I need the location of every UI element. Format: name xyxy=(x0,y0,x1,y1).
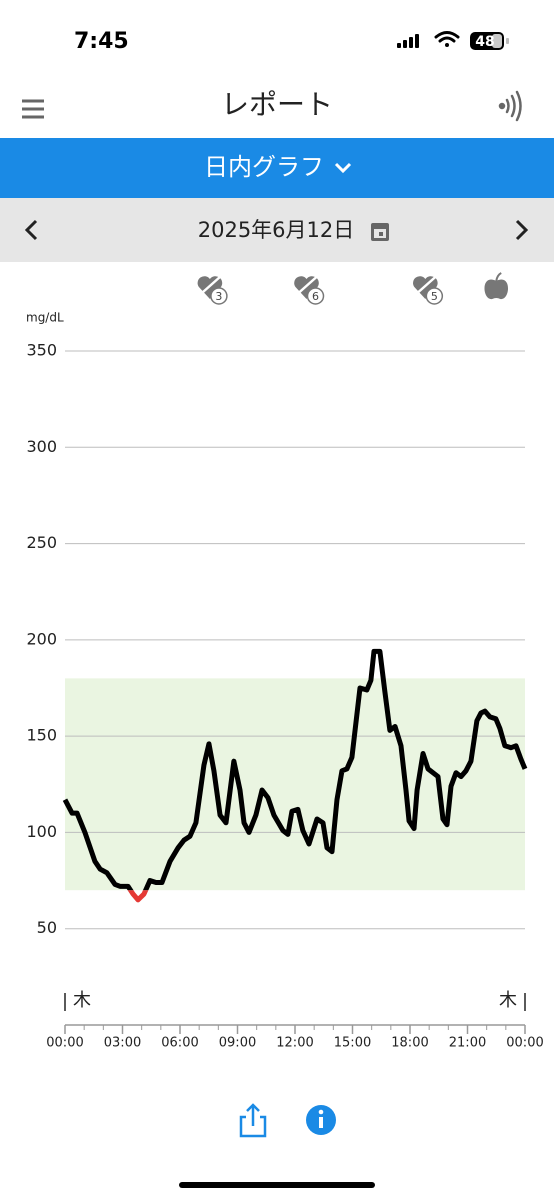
header-title: レポート xyxy=(221,88,333,121)
next-day-button[interactable] xyxy=(515,219,529,241)
day-marker-label: 木 xyxy=(73,990,91,1011)
x-tick-label: 18:00 xyxy=(391,1036,428,1051)
event-icon-stem xyxy=(495,272,502,282)
battery-tip xyxy=(506,38,509,44)
event-badge-label: 5 xyxy=(431,290,438,303)
battery-empty xyxy=(492,34,502,48)
target-range xyxy=(65,678,525,891)
nfc-button[interactable] xyxy=(498,90,522,122)
event-icon-syringe xyxy=(201,276,221,294)
y-tick-label: 200 xyxy=(26,629,57,648)
event-icon-syringe xyxy=(416,276,437,294)
y-tick-label: 150 xyxy=(26,726,57,745)
info-button[interactable] xyxy=(306,1105,336,1135)
date-bar xyxy=(0,198,554,262)
menu-button[interactable] xyxy=(22,99,44,119)
status-time: 7:45 xyxy=(74,29,129,54)
prev-day-button[interactable] xyxy=(24,219,38,241)
dropdown-chevron[interactable] xyxy=(334,162,352,174)
x-tick-label: 00:00 xyxy=(506,1036,543,1051)
x-tick-label: 15:00 xyxy=(334,1036,371,1051)
day-marker-label: 木 xyxy=(499,990,517,1011)
y-tick-label: 50 xyxy=(37,918,57,937)
meal-event xyxy=(484,272,509,300)
y-axis-unit: mg/dL xyxy=(26,311,64,325)
x-tick-label: 06:00 xyxy=(161,1036,198,1051)
share-button[interactable] xyxy=(239,1103,267,1138)
date-label: 2025年6月12日 xyxy=(198,218,355,242)
view-selector-bar[interactable] xyxy=(0,138,554,198)
home-indicator xyxy=(179,1182,375,1188)
insulin-event: 3 xyxy=(197,276,228,305)
x-tick-label: 09:00 xyxy=(219,1036,256,1051)
view-selector-label[interactable]: 日内グラフ xyxy=(204,153,324,181)
x-tick-label: 03:00 xyxy=(104,1036,141,1051)
event-badge xyxy=(425,287,444,305)
event-badge-label: 6 xyxy=(312,290,319,303)
event-icon-syringe xyxy=(297,276,318,294)
glucose-line xyxy=(62,648,528,891)
x-tick-label: 21:00 xyxy=(449,1036,486,1051)
y-tick-label: 100 xyxy=(26,822,57,841)
event-badge-label: 3 xyxy=(215,290,222,303)
event-badge xyxy=(210,287,228,305)
calendar-button[interactable] xyxy=(371,223,389,241)
y-tick-label: 300 xyxy=(26,437,57,456)
y-tick-label: 350 xyxy=(26,341,57,360)
chart: mg/dL 50 100 150 200 250 300 350 00:00 03:00 06:0… xyxy=(26,272,544,1051)
x-tick-label: 00:00 xyxy=(46,1036,83,1051)
event-icon xyxy=(484,279,509,300)
battery-level: 48 xyxy=(475,34,494,50)
event-badge xyxy=(306,287,325,305)
insulin-event: 5 xyxy=(413,276,444,305)
wifi-icon xyxy=(434,31,460,47)
insulin-event: 6 xyxy=(294,276,325,305)
x-tick-label: 12:00 xyxy=(276,1036,313,1051)
signal-icon xyxy=(397,34,419,48)
y-tick-label: 250 xyxy=(26,533,57,552)
